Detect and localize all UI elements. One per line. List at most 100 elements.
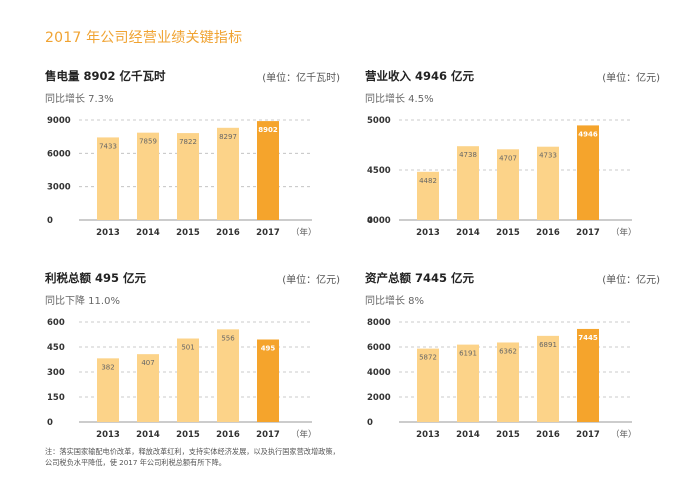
- chart-svg: 0 3000 6000 9000 7433 2013 7859 2014 7822 2015 829…: [47, 116, 317, 238]
- bar-value-label: 7822: [179, 138, 197, 146]
- bar: [417, 171, 439, 220]
- bar-value-label: 8297: [219, 133, 237, 141]
- bar-value-label: 495: [261, 345, 276, 353]
- bar: [257, 339, 279, 422]
- bar-value-label: 5872: [419, 354, 437, 362]
- panel-unit: (单位：亿千瓦时): [262, 73, 340, 84]
- panel-title: 营业收入 4946 亿元: [365, 69, 475, 83]
- x-tick-label: 2017: [576, 228, 600, 238]
- x-tick-label: 2017: [256, 430, 280, 440]
- panel-title: 资产总额 7445 亿元: [365, 271, 475, 285]
- chart-panel-sales-volume: 售电量 8902 亿千瓦时 (单位：亿千瓦时) 同比增长 7.3% 0 3000 6…: [45, 68, 340, 268]
- y-tick-label: 3000: [47, 183, 71, 193]
- x-tick-label: 2013: [416, 228, 440, 238]
- x-tick-label: 2015: [496, 228, 520, 238]
- bar-value-label: 382: [101, 363, 114, 371]
- y-tick-label: 0: [367, 216, 373, 226]
- bar: [577, 328, 599, 422]
- y-tick-label: 8000: [367, 318, 391, 328]
- x-tick-label: 2016: [216, 430, 240, 440]
- bar-value-label: 7445: [578, 334, 598, 342]
- bar-value-label: 7859: [139, 138, 157, 146]
- x-tick-label: 2013: [416, 430, 440, 440]
- chart-panel-total-assets: 资产总额 7445 亿元 (单位：亿元) 同比增长 8% 0 2000 4000 60…: [365, 270, 660, 470]
- y-tick-label: 300: [47, 368, 65, 378]
- x-axis-unit-label: （年）: [611, 227, 637, 238]
- bar: [537, 146, 559, 220]
- x-tick-label: 2014: [136, 228, 160, 238]
- x-tick-label: 2015: [176, 430, 200, 440]
- bar: [497, 342, 519, 422]
- x-tick-label: 2015: [496, 430, 520, 440]
- bar-value-label: 556: [221, 334, 235, 342]
- x-tick-label: 2014: [136, 430, 160, 440]
- x-tick-label: 2013: [96, 228, 120, 238]
- y-tick-label: 450: [47, 343, 65, 353]
- panel-change: 同比下降 11.0%: [45, 296, 120, 307]
- y-tick-label: 6000: [367, 343, 391, 353]
- x-axis-unit-label: （年）: [291, 429, 317, 440]
- bar: [97, 137, 119, 220]
- y-tick-label: 600: [47, 318, 65, 328]
- bar: [137, 132, 159, 220]
- x-tick-label: 2013: [96, 430, 120, 440]
- bar: [217, 329, 239, 422]
- bar-value-label: 6362: [499, 347, 517, 355]
- y-tick-label: 9000: [47, 116, 71, 126]
- y-tick-label: 150: [47, 393, 65, 403]
- x-tick-label: 2016: [536, 430, 560, 440]
- bar: [177, 338, 199, 422]
- x-axis-unit-label: （年）: [611, 429, 637, 440]
- panel-title: 利税总额 495 亿元: [45, 271, 147, 285]
- y-tick-label: 0: [47, 418, 53, 428]
- x-tick-label: 2015: [176, 228, 200, 238]
- panel-change: 同比增长 4.5%: [365, 94, 434, 105]
- bar-value-label: 4482: [419, 177, 437, 185]
- y-tick-label: 4000: [367, 216, 391, 226]
- panel-unit: (单位：亿元): [602, 73, 660, 84]
- y-tick-label: 6000: [47, 149, 71, 159]
- bar: [497, 149, 519, 220]
- x-tick-label: 2014: [456, 430, 480, 440]
- chart-svg: 0 2000 4000 6000 8000 5872 2013 6191 2014 6362 201…: [367, 318, 637, 440]
- panel-change: 同比增长 8%: [365, 296, 425, 307]
- bar: [577, 125, 599, 220]
- y-tick-label: 4500: [367, 166, 391, 176]
- chart-panel-revenue: 营业收入 4946 亿元 (单位：亿元) 同比增长 4.5% 0 4000 4500…: [365, 68, 660, 268]
- panel-title: 售电量 8902 亿千瓦时: [45, 69, 166, 83]
- bar: [457, 146, 479, 220]
- bar-value-label: 6191: [459, 350, 477, 358]
- bar-value-label: 407: [141, 359, 154, 367]
- x-tick-label: 2014: [456, 228, 480, 238]
- bar-value-label: 4946: [578, 130, 598, 138]
- bar-value-label: 4707: [499, 154, 517, 162]
- bar-value-label: 6891: [539, 341, 557, 349]
- y-tick-label: 2000: [367, 393, 391, 403]
- x-tick-label: 2017: [256, 228, 280, 238]
- x-axis-unit-label: （年）: [291, 227, 317, 238]
- bar: [97, 358, 119, 422]
- footnote: 注：落实国家输配电价改革，释放改革红利，支持实体经济发展，以及执行国家营改增政策…: [45, 447, 340, 467]
- bar: [257, 121, 279, 220]
- y-tick-label: 5000: [367, 116, 391, 126]
- page-title: 2017 年公司经营业绩关键指标: [45, 30, 243, 46]
- panel-unit: (单位：亿元): [282, 275, 340, 286]
- chart-panel-profit-tax: 利税总额 495 亿元 (单位：亿元) 同比下降 11.0% 0 150 300 45…: [45, 270, 340, 470]
- panel-change: 同比增长 7.3%: [45, 94, 114, 105]
- x-tick-label: 2017: [576, 430, 600, 440]
- bar-value-label: 501: [181, 344, 194, 352]
- x-tick-label: 2016: [536, 228, 560, 238]
- chart-svg: 0 150 300 450 600 382 2013 407 2014 501 2015 556 201…: [47, 318, 317, 440]
- x-tick-label: 2016: [216, 228, 240, 238]
- bar-value-label: 4738: [459, 151, 477, 159]
- bar: [177, 133, 199, 220]
- bar: [217, 127, 239, 220]
- bar: [537, 335, 559, 422]
- bar: [137, 354, 159, 422]
- y-tick-label: 0: [367, 418, 373, 428]
- panel-unit: (单位：亿元): [602, 275, 660, 286]
- y-tick-label: 4000: [367, 368, 391, 378]
- y-tick-label: 0: [47, 216, 53, 226]
